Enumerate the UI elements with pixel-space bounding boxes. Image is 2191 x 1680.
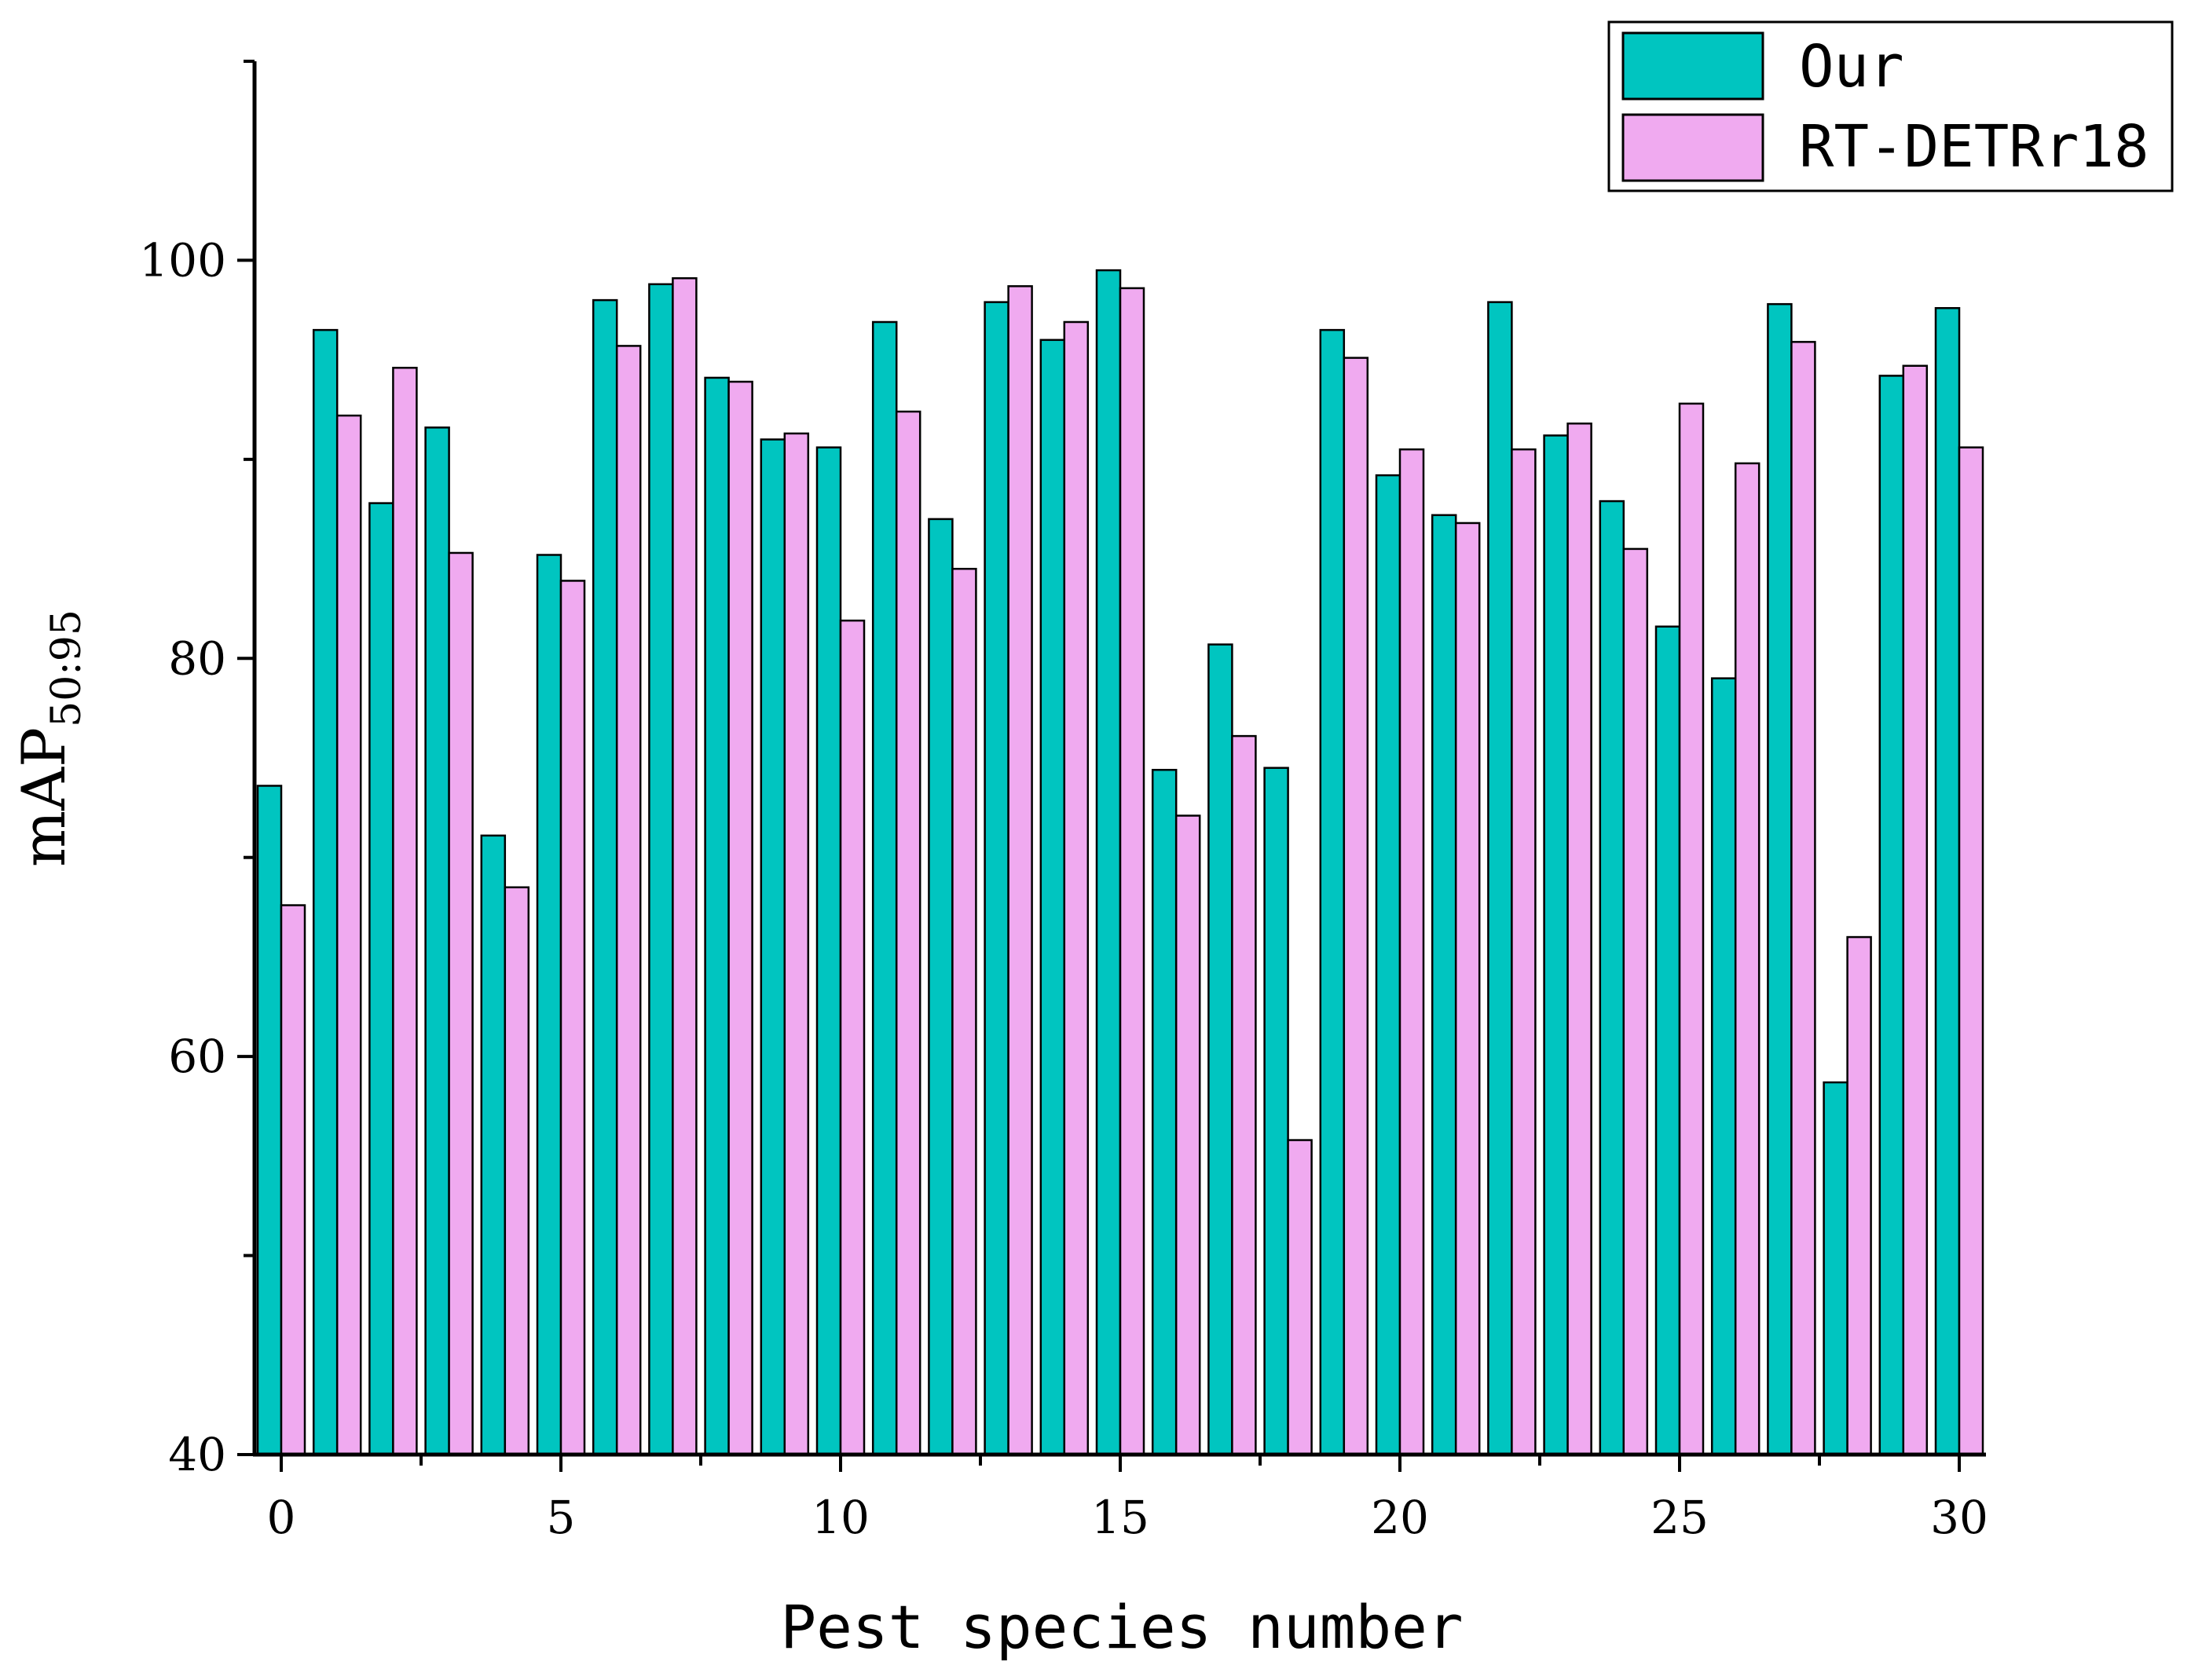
y-tick-label: 80	[168, 631, 226, 685]
bar-our-21	[1431, 514, 1457, 1456]
bar-rt-detrr18-30	[1958, 446, 1984, 1456]
y-axis-title: mAP50:95	[9, 609, 90, 867]
bar-our-7	[648, 283, 674, 1456]
bar-our-0	[256, 785, 283, 1456]
bar-our-1	[312, 328, 339, 1456]
bar-rt-detrr18-18	[1287, 1139, 1313, 1456]
bar-rt-detrr18-22	[1511, 448, 1537, 1456]
bar-our-17	[1207, 643, 1233, 1456]
bar-rt-detrr18-27	[1790, 341, 1816, 1456]
bar-rt-detrr18-3	[448, 551, 474, 1456]
bar-our-9	[760, 438, 786, 1456]
bar-rt-detrr18-23	[1566, 422, 1592, 1456]
bar-rt-detrr18-0	[280, 904, 306, 1456]
bar-our-27	[1767, 302, 1793, 1456]
bar-rt-detrr18-11	[895, 410, 921, 1456]
bar-rt-detrr18-19	[1343, 357, 1369, 1456]
bar-rt-detrr18-6	[615, 345, 642, 1456]
bar-rt-detrr18-7	[672, 276, 698, 1456]
bar-our-26	[1710, 677, 1737, 1456]
bar-our-20	[1375, 474, 1401, 1456]
bar-rt-detrr18-29	[1902, 364, 1929, 1456]
x-tick-label: 20	[1371, 1491, 1429, 1544]
bars-group	[256, 269, 1984, 1456]
bar-our-22	[1487, 301, 1513, 1456]
bar-rt-detrr18-14	[1063, 320, 1090, 1456]
bar-our-19	[1319, 328, 1346, 1456]
bar-rt-detrr18-28	[1846, 935, 1872, 1456]
bar-rt-detrr18-24	[1622, 547, 1649, 1456]
bar-our-24	[1599, 500, 1625, 1456]
bar-our-23	[1543, 434, 1569, 1456]
x-tick-label: 0	[267, 1491, 296, 1544]
bar-rt-detrr18-20	[1398, 448, 1425, 1456]
bar-rt-detrr18-17	[1231, 734, 1257, 1456]
bar-rt-detrr18-21	[1454, 522, 1481, 1456]
legend-label-rt-detrr18: RT-DETRr18	[1799, 113, 2149, 181]
bar-our-29	[1878, 375, 1905, 1456]
bar-rt-detrr18-1	[335, 414, 362, 1456]
bar-our-16	[1151, 768, 1178, 1456]
bar-rt-detrr18-12	[951, 567, 977, 1456]
bar-our-14	[1039, 339, 1066, 1456]
bar-our-28	[1823, 1081, 1848, 1456]
x-tick-label: 30	[1930, 1491, 1988, 1544]
bar-rt-detrr18-9	[783, 432, 810, 1456]
bar-rt-detrr18-5	[559, 580, 586, 1456]
bar-our-2	[368, 502, 394, 1456]
legend-label-our: Our	[1799, 33, 1904, 101]
bar-rt-detrr18-10	[839, 619, 866, 1456]
legend-swatch-our	[1621, 31, 1764, 101]
ticks-group: 40 60 80 100 0 5 10 15 20 25 30	[139, 60, 1988, 1544]
bar-our-5	[536, 554, 562, 1456]
bar-rt-detrr18-16	[1174, 814, 1201, 1456]
y-axis-title-subscript: 50:95	[43, 609, 90, 727]
bar-our-18	[1263, 767, 1289, 1456]
bar-our-13	[984, 301, 1009, 1456]
legend-swatch-rt-detrr18	[1621, 113, 1764, 182]
x-tick-label: 25	[1651, 1491, 1709, 1544]
y-tick-label: 100	[139, 233, 226, 287]
y-tick-label: 60	[168, 1030, 226, 1083]
y-tick-label: 40	[168, 1428, 226, 1481]
bar-rt-detrr18-26	[1734, 462, 1760, 1456]
x-axis-title: Pest species number	[780, 1592, 1463, 1662]
bar-rt-detrr18-25	[1678, 402, 1705, 1456]
bar-our-10	[815, 446, 842, 1456]
bar-our-3	[424, 426, 450, 1456]
x-tick-label: 15	[1091, 1491, 1149, 1544]
bar-rt-detrr18-13	[1007, 285, 1033, 1456]
x-tick-label: 10	[812, 1491, 870, 1544]
bar-rt-detrr18-2	[392, 367, 418, 1456]
bar-our-30	[1934, 307, 1961, 1456]
bar-our-6	[592, 298, 618, 1456]
bar-rt-detrr18-8	[727, 380, 753, 1456]
bar-our-15	[1095, 269, 1122, 1456]
bar-our-8	[704, 376, 730, 1456]
bar-rt-detrr18-15	[1119, 287, 1145, 1456]
legend: Our RT-DETRr18	[1607, 20, 2174, 192]
bar-our-4	[480, 834, 507, 1456]
bar-rt-detrr18-4	[504, 886, 530, 1456]
bar-our-25	[1654, 625, 1681, 1456]
bar-our-11	[871, 320, 898, 1456]
bar-our-12	[928, 518, 954, 1456]
y-axis-title-main: mAP	[9, 727, 79, 867]
x-tick-label: 5	[547, 1491, 576, 1544]
